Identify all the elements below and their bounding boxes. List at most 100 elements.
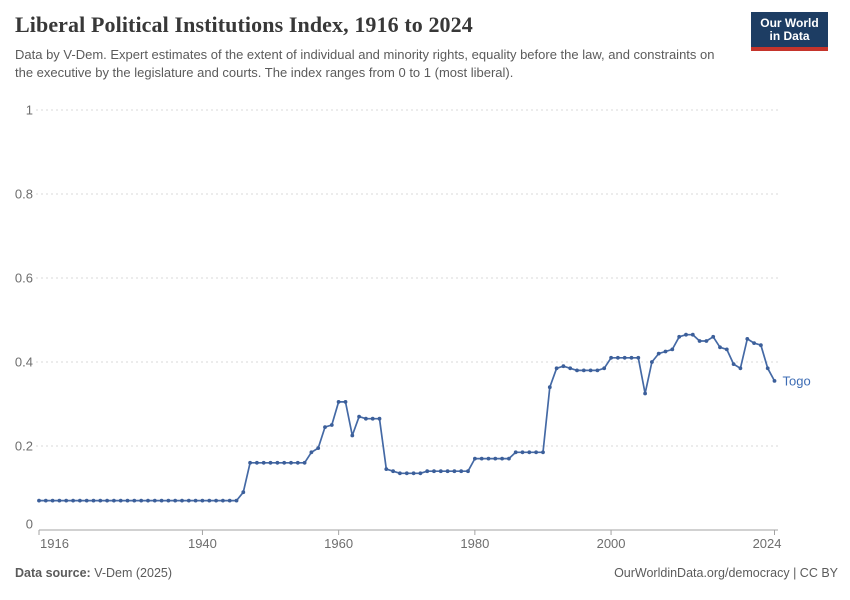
data-point-marker[interactable] — [527, 450, 532, 455]
data-point-marker[interactable] — [643, 391, 647, 396]
data-point-marker[interactable] — [486, 456, 491, 461]
data-point-marker[interactable] — [459, 469, 464, 474]
data-point-marker[interactable] — [384, 467, 389, 471]
data-point-marker[interactable] — [166, 498, 171, 503]
data-point-marker[interactable] — [214, 498, 219, 503]
data-point-marker[interactable] — [50, 498, 55, 503]
data-point-marker[interactable] — [438, 469, 443, 474]
data-point-marker[interactable] — [711, 334, 716, 339]
data-point-marker[interactable] — [445, 469, 450, 474]
data-point-marker[interactable] — [357, 414, 361, 419]
data-point-marker[interactable] — [418, 471, 423, 476]
data-point-marker[interactable] — [752, 341, 756, 345]
data-point-marker[interactable] — [193, 498, 198, 503]
data-point-marker[interactable] — [432, 469, 436, 474]
data-point-marker[interactable] — [738, 366, 743, 371]
data-point-marker[interactable] — [697, 339, 702, 343]
data-point-marker[interactable] — [57, 498, 62, 503]
data-point-marker[interactable] — [255, 460, 259, 465]
data-point-marker[interactable] — [84, 498, 89, 503]
data-point-marker[interactable] — [268, 460, 273, 465]
data-point-marker[interactable] — [609, 355, 613, 360]
data-point-marker[interactable] — [180, 498, 184, 503]
data-point-marker[interactable] — [146, 498, 150, 503]
data-point-marker[interactable] — [520, 450, 525, 455]
data-point-marker[interactable] — [139, 498, 144, 503]
data-point-marker[interactable] — [398, 471, 402, 476]
data-point-marker[interactable] — [765, 366, 770, 371]
data-point-marker[interactable] — [377, 416, 382, 421]
data-point-marker[interactable] — [207, 498, 212, 503]
data-point-marker[interactable] — [479, 456, 484, 461]
data-point-marker[interactable] — [547, 385, 552, 390]
data-point-marker[interactable] — [622, 355, 627, 360]
data-point-marker[interactable] — [364, 416, 368, 421]
data-point-marker[interactable] — [718, 345, 722, 350]
data-point-marker[interactable] — [323, 425, 327, 429]
data-point-marker[interactable] — [261, 460, 266, 465]
data-point-marker[interactable] — [200, 498, 205, 503]
data-point-marker[interactable] — [500, 456, 504, 461]
data-point-marker[interactable] — [473, 456, 477, 461]
data-point-marker[interactable] — [316, 446, 321, 450]
data-point-marker[interactable] — [391, 469, 395, 474]
owid-credit-link[interactable]: OurWorldinData.org/democracy | CC BY — [614, 566, 838, 580]
data-point-marker[interactable] — [350, 433, 355, 438]
data-point-marker[interactable] — [493, 456, 498, 461]
data-point-marker[interactable] — [425, 469, 430, 474]
data-point-marker[interactable] — [282, 460, 287, 465]
data-point-marker[interactable] — [173, 498, 178, 503]
data-point-marker[interactable] — [234, 498, 239, 503]
data-point-marker[interactable] — [772, 379, 777, 383]
data-point-marker[interactable] — [452, 469, 457, 474]
data-point-marker[interactable] — [295, 460, 300, 465]
data-point-marker[interactable] — [684, 332, 688, 337]
data-point-marker[interactable] — [370, 416, 375, 421]
data-point-marker[interactable] — [650, 360, 654, 364]
data-point-marker[interactable] — [289, 460, 293, 465]
data-point-marker[interactable] — [248, 460, 253, 465]
data-point-marker[interactable] — [704, 339, 709, 343]
data-point-marker[interactable] — [602, 366, 607, 371]
data-point-marker[interactable] — [466, 469, 470, 474]
data-point-marker[interactable] — [186, 498, 191, 503]
data-point-marker[interactable] — [404, 471, 409, 476]
data-point-marker[interactable] — [731, 362, 736, 366]
data-point-marker[interactable] — [595, 368, 600, 373]
data-point-marker[interactable] — [690, 332, 695, 337]
data-point-marker[interactable] — [541, 450, 545, 455]
data-point-marker[interactable] — [616, 355, 620, 360]
data-point-marker[interactable] — [636, 355, 641, 360]
data-point-marker[interactable] — [309, 450, 314, 455]
data-point-marker[interactable] — [677, 334, 682, 339]
entity-label[interactable]: Togo — [783, 373, 811, 388]
data-point-marker[interactable] — [670, 347, 675, 352]
data-point-marker[interactable] — [241, 490, 246, 495]
data-point-marker[interactable] — [132, 498, 137, 503]
data-point-marker[interactable] — [656, 351, 661, 356]
data-point-marker[interactable] — [302, 460, 307, 465]
data-point-marker[interactable] — [663, 349, 668, 354]
data-point-marker[interactable] — [125, 498, 130, 503]
data-point-marker[interactable] — [507, 456, 511, 461]
data-point-marker[interactable] — [98, 498, 103, 503]
data-point-marker[interactable] — [534, 450, 538, 455]
data-point-marker[interactable] — [336, 400, 341, 404]
data-point-marker[interactable] — [329, 423, 334, 427]
series-line[interactable] — [38, 333, 776, 502]
data-point-marker[interactable] — [568, 366, 573, 371]
data-point-marker[interactable] — [159, 498, 164, 503]
data-point-marker[interactable] — [152, 498, 157, 503]
data-point-marker[interactable] — [91, 498, 96, 503]
data-point-marker[interactable] — [588, 368, 593, 373]
data-point-marker[interactable] — [629, 355, 634, 360]
data-point-marker[interactable] — [43, 498, 48, 503]
owid-logo[interactable]: Our World in Data — [751, 12, 828, 51]
data-point-marker[interactable] — [78, 498, 82, 503]
data-point-marker[interactable] — [275, 460, 280, 465]
data-point-marker[interactable] — [554, 366, 559, 371]
data-point-marker[interactable] — [64, 498, 69, 503]
data-point-marker[interactable] — [71, 498, 75, 503]
data-point-marker[interactable] — [561, 364, 566, 369]
